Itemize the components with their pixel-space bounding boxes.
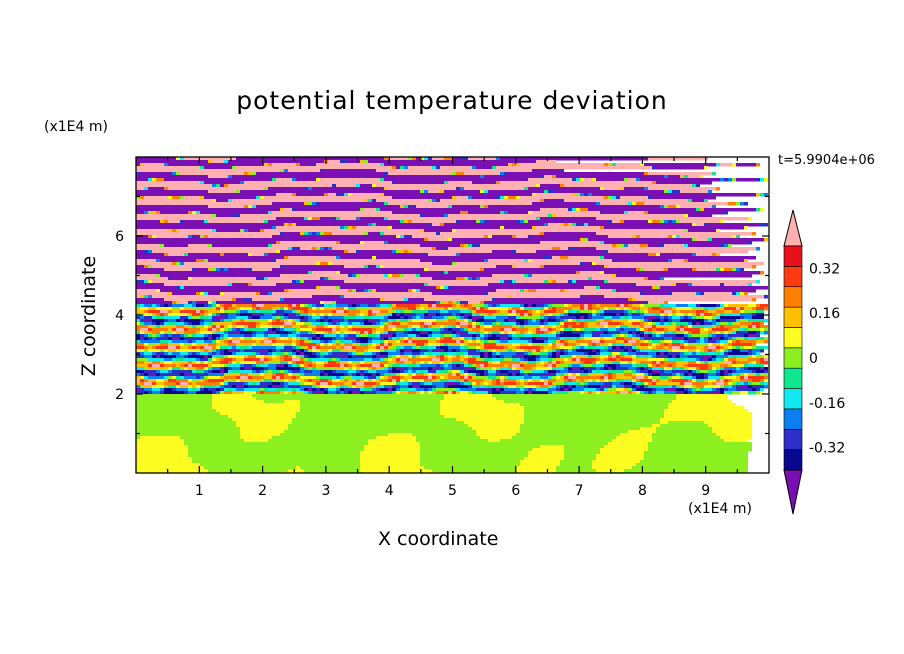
colorbar-tick-label: 0: [809, 351, 818, 367]
colorbar-segment: [783, 367, 803, 389]
x-tick-label: 6: [511, 483, 520, 499]
colorbar-tick-label: 0.32: [809, 261, 840, 277]
y-axis-label: Z coordinate: [78, 255, 100, 377]
y-axis: 2 4 6: [115, 195, 769, 435]
colorbar-segment: [783, 266, 803, 288]
colorbar-segment: [783, 408, 803, 430]
colorbar-tick-label: -0.32: [809, 441, 845, 457]
x-tick-label: 1: [195, 483, 204, 499]
x-tick-label: 9: [701, 483, 710, 499]
colorbar-min-extension: [783, 469, 803, 515]
x-axis-multiplier: (x1E4 m): [688, 501, 752, 517]
time-label: t=5.9904e+06: [778, 153, 875, 168]
x-tick-label: 3: [321, 483, 330, 499]
y-tick-label: 2: [115, 387, 124, 403]
colorbar-tick-label: -0.16: [809, 396, 845, 412]
colorbar-segment: [783, 245, 803, 267]
colorbar-segment: [783, 327, 803, 349]
colorbar-tick-label: 0.16: [809, 306, 840, 322]
y-tick-label: 4: [115, 308, 124, 324]
colorbar-max-extension: [783, 209, 803, 247]
y-axis-multiplier: (x1E4 m): [44, 119, 108, 135]
x-tick-label: 2: [258, 483, 267, 499]
colorbar-segment: [783, 306, 803, 328]
x-tick-label: 8: [638, 483, 647, 499]
x-axis-label: X coordinate: [378, 528, 499, 550]
x-axis: 1 2 3 4 5 6 7 8 9: [167, 157, 738, 499]
x-tick-label: 5: [448, 483, 457, 499]
colorbar-segment: [783, 428, 803, 450]
colorbar-segment: [783, 286, 803, 308]
x-tick-label: 7: [575, 483, 584, 499]
colorbar-segment: [783, 388, 803, 410]
colorbar: 0.32 0.16 0 -0.16 -0.32: [783, 209, 845, 515]
y-tick-label: 6: [115, 229, 124, 245]
contour-field: [136, 157, 768, 473]
colorbar-segment: [783, 449, 803, 471]
colorbar-segment: [783, 347, 803, 369]
x-tick-label: 4: [385, 483, 394, 499]
chart-title: potential temperature deviation: [236, 86, 668, 115]
